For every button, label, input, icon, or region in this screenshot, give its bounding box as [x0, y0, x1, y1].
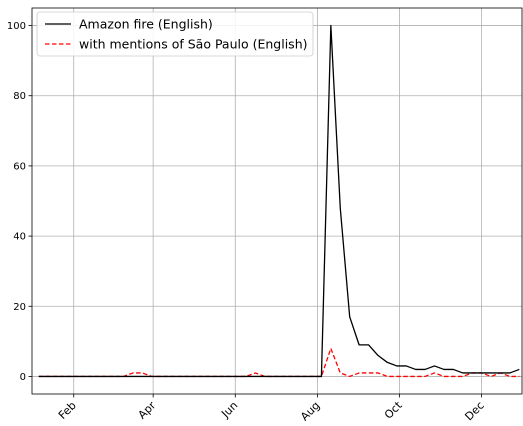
- y-tick-label: 100: [7, 21, 26, 32]
- y-tick-label: 0: [20, 372, 26, 383]
- grid-lines: [32, 8, 522, 394]
- y-tick-label: 40: [13, 232, 26, 243]
- x-tick-label: Jun: [218, 399, 240, 421]
- series-line-0: [38, 24, 520, 378]
- legend: Amazon fire (English) with mentions of Sã…: [36, 11, 314, 57]
- legend-label-1: with mentions of São Paulo (English): [79, 37, 308, 52]
- legend-box: [36, 11, 314, 57]
- plot-frame: [31, 7, 523, 395]
- x-tick-label: Feb: [56, 399, 79, 422]
- legend-label-0: Amazon fire (English): [79, 17, 213, 32]
- x-tick-label: Apr: [136, 399, 159, 422]
- y-axis: 0 20 40 60 80 100: [7, 21, 32, 383]
- series-line-1: [38, 347, 520, 378]
- y-tick-label: 20: [13, 302, 26, 313]
- y-tick-label: 60: [13, 161, 26, 172]
- x-tick-label: Oct: [382, 398, 405, 421]
- x-tick-label: Dec: [462, 399, 486, 423]
- series-group: [38, 24, 520, 378]
- y-tick-label: 80: [13, 91, 26, 102]
- x-tick-label: Aug: [298, 399, 322, 423]
- x-axis: Feb Apr Jun Aug Oct Dec: [56, 394, 487, 423]
